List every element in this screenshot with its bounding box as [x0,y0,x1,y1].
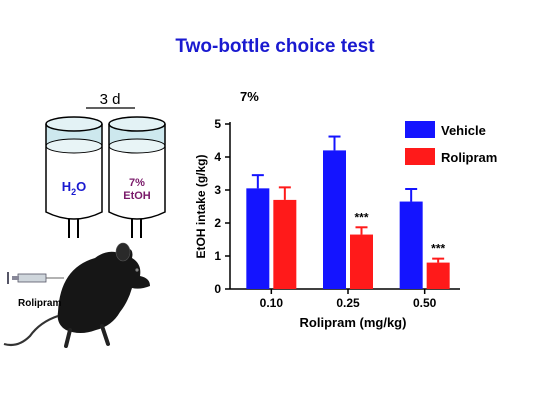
duration-label: 3 d [100,91,121,108]
y-ticks: 0 1 2 3 4 5 [214,117,230,296]
legend: Vehicle Rolipram [405,121,497,165]
y-tick-label: 5 [214,117,221,131]
bar [399,201,423,289]
bar [246,188,270,289]
bar [350,234,373,289]
legend-label: Rolipram [441,150,497,165]
bar [273,199,297,289]
y-tick-label: 0 [214,282,221,296]
chart-title: 7% [240,89,259,104]
etoh-label-line1: 7% [129,177,145,189]
water-label: H2O [62,179,87,197]
bars [246,135,450,289]
x-tick-label: 0.25 [336,296,360,310]
legend-label: Vehicle [441,123,486,138]
y-tick-label: 4 [214,150,221,164]
x-tick-label: 0.50 [413,296,437,310]
injection-label: Rolipram [18,298,61,309]
syringe-icon [7,272,64,284]
bar [426,262,450,289]
x-axis-label: Rolipram (mg/kg) [300,315,407,330]
y-tick-label: 1 [214,249,221,263]
y-axis-label: EtOH intake (g/kg) [194,154,208,258]
legend-swatch [405,121,435,138]
etoh-label-line2: EtOH [123,190,151,202]
slide-title: Two-bottle choice test [175,36,375,57]
mouse-icon [3,242,150,348]
x-ticks: 0.10 0.25 0.50 [260,289,437,310]
x-tick-label: 0.10 [260,296,284,310]
y-tick-label: 3 [214,183,221,197]
etoh-bottle: 7% EtOH [108,116,166,238]
bar [323,150,346,289]
y-tick-label: 2 [214,216,221,230]
significance-label: *** [431,242,445,256]
legend-swatch [405,148,435,165]
annotations: *** *** [354,210,445,255]
water-bottle: H2O [45,116,103,238]
significance-label: *** [354,210,368,224]
